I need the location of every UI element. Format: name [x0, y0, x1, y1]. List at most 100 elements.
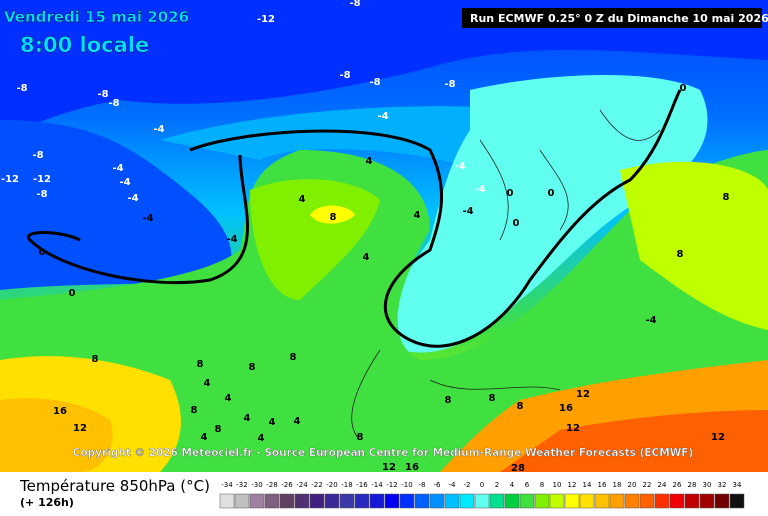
scale-swatch: [564, 493, 580, 509]
footer-lead: (+ 126h): [20, 496, 74, 509]
scale-label: 16: [598, 481, 607, 489]
contour-label: 12: [711, 432, 725, 443]
scale-swatch: [519, 493, 535, 509]
scale-swatch: [384, 493, 400, 509]
contour-label: -4: [142, 213, 153, 224]
scale-label: -8: [419, 481, 426, 489]
contour-label: 4: [225, 393, 232, 404]
run-box: [462, 8, 762, 28]
scale-swatch: [399, 493, 415, 509]
forecast-date: Vendredi 15 mai 2026: [4, 8, 189, 26]
scale-swatch: [609, 493, 625, 509]
contour-label: 8: [191, 405, 198, 416]
contour-label: 8: [445, 395, 452, 406]
contour-label: -4: [119, 177, 130, 188]
scale-swatch: [549, 493, 565, 509]
scale-label: -30: [251, 481, 262, 489]
scale-label: -22: [311, 481, 322, 489]
scale-swatch: [309, 493, 325, 509]
copyright: Copyright © 2026 Meteociel.fr - Source E…: [73, 447, 694, 459]
contour-label: 4: [204, 378, 211, 389]
contour-label: -4: [462, 206, 473, 217]
contour-label: -4: [377, 111, 388, 122]
contour-label: 0: [680, 83, 687, 94]
scale-label: 8: [540, 481, 544, 489]
scale-label: 10: [553, 481, 562, 489]
scale-swatch: [669, 493, 685, 509]
scale-label: 30: [703, 481, 712, 489]
scale-swatch: [369, 493, 385, 509]
scale-swatch: [639, 493, 655, 509]
contour-label: -4: [112, 163, 123, 174]
contour-label: 4: [363, 252, 370, 263]
contour-label: 8: [249, 362, 256, 373]
scale-swatch: [684, 493, 700, 509]
scale-swatch: [504, 493, 520, 509]
scale-label: -12: [386, 481, 397, 489]
forecast-time: 8:00 locale: [20, 33, 149, 57]
scale-swatch: [324, 493, 340, 509]
scale-swatch: [534, 493, 550, 509]
scale-swatch: [654, 493, 670, 509]
contour-label: -4: [153, 124, 164, 135]
scale-swatch: [414, 493, 430, 509]
contour-label: 4: [366, 156, 373, 167]
scale-label: 2: [495, 481, 499, 489]
scale-swatch: [249, 493, 265, 509]
contour-label: 4: [201, 432, 208, 443]
scale-label: 4: [510, 481, 515, 489]
scale-label: -26: [281, 481, 293, 489]
contour-label: 4: [244, 413, 251, 424]
contour-label: 4: [269, 417, 276, 428]
scale-swatch: [699, 493, 715, 509]
contour-label: -12: [33, 174, 51, 185]
scale-swatch: [339, 493, 355, 509]
contour-label: -8: [339, 70, 350, 81]
contour-label: 8: [517, 401, 524, 412]
contour-label: -8: [32, 150, 43, 161]
scale-label: -20: [326, 481, 337, 489]
scale-label: 22: [643, 481, 652, 489]
contour-label: 16: [559, 403, 573, 414]
scale-label: 28: [688, 481, 697, 489]
contour-label: -8: [36, 189, 47, 200]
footer-title: Température 850hPa (°C): [19, 477, 210, 495]
contour-label: 12: [566, 423, 580, 434]
contour-labels: -8-12-8-8-8-8-8 -8-4-4-8-12 -12-8-4-4-4-4-…: [1, 0, 730, 474]
scale-label: 14: [583, 481, 592, 489]
scale-swatch: [729, 493, 745, 509]
contour-label: -8: [444, 79, 455, 90]
run-info: Run ECMWF 0.25° 0 Z du Dimanche 10 mai 2…: [470, 12, 768, 25]
scale-swatch: [444, 493, 460, 509]
scale-swatch: [579, 493, 595, 509]
scale-label: -34: [221, 481, 233, 489]
scale-label: -16: [356, 481, 368, 489]
contour-label: 8: [357, 432, 364, 443]
scale-label: -24: [296, 481, 308, 489]
scale-swatch: [459, 493, 475, 509]
scale-swatch: [594, 493, 610, 509]
scale-swatch: [234, 493, 250, 509]
scale-label: 32: [718, 481, 727, 489]
contour-label: 4: [258, 433, 265, 444]
contour-label: -8: [369, 77, 380, 88]
contour-label: -8: [108, 98, 119, 109]
contour-label: -8: [97, 89, 108, 100]
scale-label: -6: [434, 481, 442, 489]
contour-label: -8: [349, 0, 360, 9]
scale-label: -2: [464, 481, 471, 489]
contour-label: 28: [511, 463, 525, 474]
contour-label: -8: [16, 83, 27, 94]
contour-label: 4: [299, 194, 306, 205]
scale-swatch: [294, 493, 310, 509]
scale-label: 0: [480, 481, 484, 489]
scale-label: -14: [371, 481, 383, 489]
contour-label: 16: [405, 462, 419, 473]
contour-label: 12: [382, 462, 396, 473]
scale-label: 18: [613, 481, 622, 489]
contour-label: -12: [257, 14, 275, 25]
contour-label: 8: [677, 249, 684, 260]
contour-label: 0: [513, 218, 520, 229]
scale-swatch: [279, 493, 295, 509]
